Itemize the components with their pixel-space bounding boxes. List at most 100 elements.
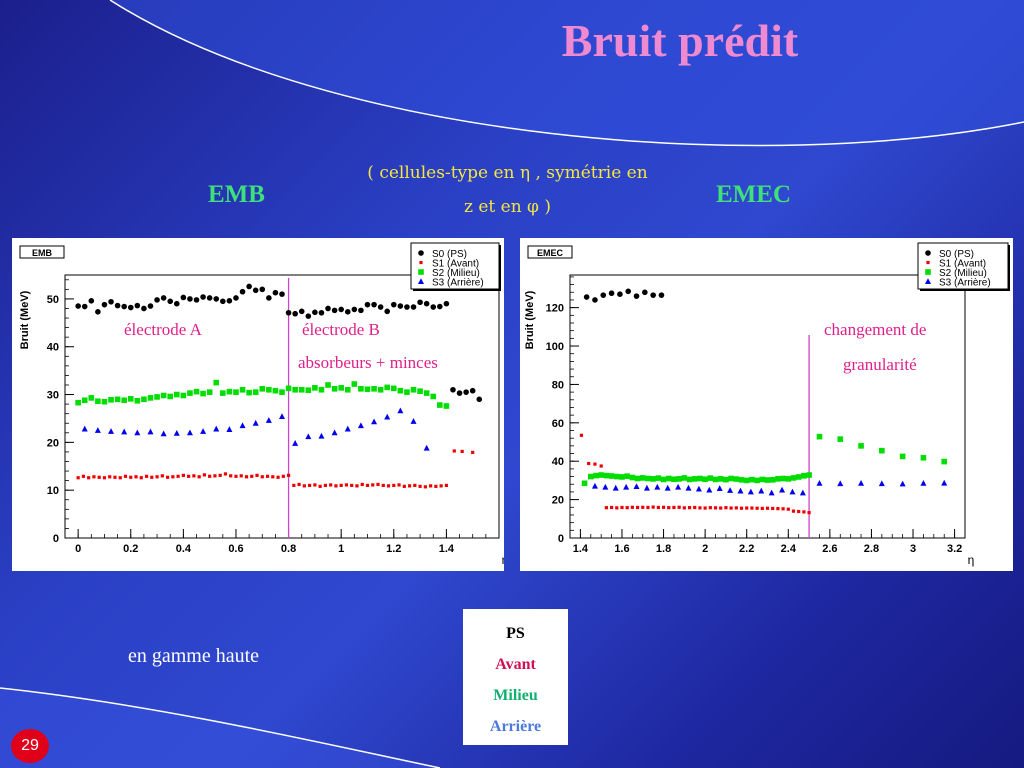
data-point [246, 389, 252, 396]
data-point [127, 396, 134, 402]
x-tick-label: 2.6 [822, 543, 837, 555]
data-point [581, 480, 588, 487]
data-point [634, 475, 641, 482]
data-point [837, 480, 844, 487]
data-point [430, 393, 437, 400]
data-point [147, 303, 154, 309]
data-point [654, 483, 661, 490]
legend-arriere: Arrière [489, 718, 542, 735]
data-point [708, 506, 712, 510]
data-point [208, 474, 212, 478]
legend-label: S1 (Avant) [432, 259, 479, 270]
data-point [583, 294, 590, 300]
data-point [598, 472, 604, 478]
y-tick-label: 80 [552, 379, 564, 391]
data-point [226, 426, 233, 432]
data-point [266, 295, 272, 301]
chart-title: EMEC [537, 248, 564, 258]
legend-avant: Avant [495, 656, 536, 673]
data-point [246, 283, 252, 290]
data-point [639, 475, 646, 481]
data-point [250, 474, 254, 478]
data-point [155, 475, 159, 479]
data-point [603, 472, 610, 479]
data-point [239, 386, 246, 393]
data-point [302, 484, 306, 488]
data-point [154, 394, 160, 400]
data-point [331, 429, 338, 436]
data-point [707, 475, 714, 481]
data-point [397, 387, 404, 394]
data-point [360, 482, 364, 487]
data-point [397, 303, 404, 309]
data-point [661, 505, 666, 509]
data-point [173, 300, 180, 307]
data-point [123, 474, 128, 478]
data-point [305, 387, 312, 394]
data-point [602, 483, 609, 490]
data-point [779, 486, 786, 493]
data-point [147, 395, 154, 401]
data-point [429, 484, 433, 488]
data-point [404, 304, 410, 310]
data-point [469, 387, 476, 394]
data-point [226, 298, 233, 304]
data-point [775, 476, 781, 482]
data-point [642, 289, 648, 296]
data-point [325, 305, 331, 312]
data-point [381, 483, 385, 487]
data-point [279, 413, 285, 420]
legend-label: S2 (Milieu) [432, 268, 480, 279]
data-point [719, 506, 723, 510]
data-point [781, 507, 785, 511]
data-point [802, 510, 806, 514]
data-point [423, 390, 430, 396]
data-point [134, 475, 138, 479]
data-point [244, 475, 249, 479]
data-point [364, 386, 371, 393]
data-point [456, 390, 463, 396]
data-point [292, 310, 298, 317]
data-point [329, 483, 333, 487]
data-point [108, 428, 115, 434]
data-point [229, 474, 233, 478]
data-point [218, 473, 222, 477]
series-2 [581, 433, 948, 487]
data-point [645, 475, 651, 482]
y-tick-label: 10 [47, 485, 59, 497]
y-tick-label: 30 [47, 390, 59, 402]
x-tick-label: 1 [338, 543, 344, 555]
data-point [239, 288, 246, 295]
x-tick-label: 2.4 [781, 543, 797, 555]
data-point [760, 506, 764, 511]
y-axis-title: Bruit (MeV) [524, 290, 536, 349]
data-point [713, 506, 718, 510]
x-tick-label: 1.2 [386, 543, 401, 555]
data-point [665, 475, 672, 482]
data-point [437, 303, 443, 310]
data-point [471, 450, 475, 455]
data-point [686, 476, 693, 483]
data-point [786, 507, 790, 511]
data-point [384, 384, 391, 391]
data-point [298, 386, 305, 393]
data-point [344, 425, 351, 432]
annotation-electrode-b: électrode B [302, 320, 380, 339]
data-point [200, 294, 206, 300]
data-point [738, 477, 745, 483]
data-point [619, 474, 625, 480]
data-point [160, 392, 167, 399]
data-point [785, 476, 792, 482]
data-point [272, 387, 279, 394]
data-point [768, 489, 775, 496]
emec-heading: EMEC [716, 181, 791, 208]
data-point [193, 388, 200, 395]
data-point [312, 309, 318, 316]
data-point [297, 482, 301, 487]
data-point [650, 476, 656, 482]
data-point [706, 486, 713, 493]
y-tick-label: 100 [546, 341, 564, 353]
data-point [259, 386, 266, 392]
data-point [789, 488, 796, 495]
plot-frame [64, 274, 500, 539]
